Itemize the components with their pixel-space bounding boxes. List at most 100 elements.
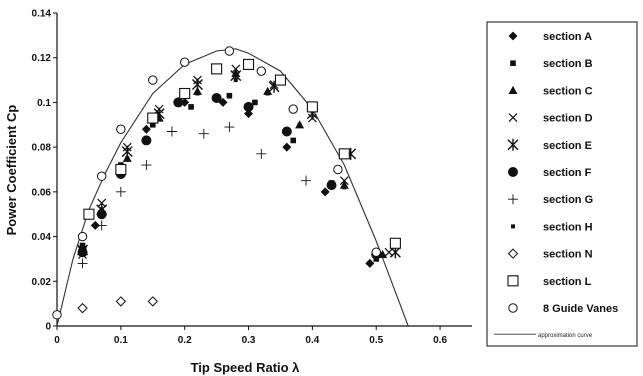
data-point: [233, 78, 238, 83]
data-point: [115, 186, 126, 197]
y-tick-label: 0.1: [37, 98, 51, 109]
data-point: [115, 163, 127, 176]
legend-marker: [507, 275, 519, 287]
data-point: [141, 135, 152, 146]
y-tick-label: 0.12: [32, 53, 52, 64]
data-point: [166, 126, 177, 137]
y-tick-label: 0.06: [32, 187, 52, 198]
data-point: [77, 258, 88, 269]
data-point: [149, 121, 156, 128]
data-point: [342, 185, 347, 190]
legend-marker: [508, 85, 518, 94]
data-point: [306, 101, 318, 113]
data-point: [90, 220, 100, 230]
data-point: [231, 64, 241, 74]
data-point: [211, 92, 222, 103]
legend-marker: [507, 248, 519, 259]
data-point: [173, 97, 184, 108]
data-point: [282, 142, 292, 152]
data-point: [301, 175, 311, 186]
data-point: [141, 124, 151, 134]
data-point: [192, 86, 202, 95]
x-tick-group: 0 0.1 0.2 0.3 0.4 0.5 0.6: [54, 326, 447, 346]
data-point: [339, 180, 349, 189]
data-point: [179, 57, 190, 67]
data-point: [242, 58, 255, 70]
x-tick-label: 0.1: [114, 335, 128, 346]
y-tick-label: 0: [45, 322, 51, 333]
data-point: [80, 245, 85, 250]
data-point: [83, 208, 95, 220]
data-point: [297, 122, 302, 127]
data-point: [195, 91, 200, 96]
y-tick-label: 0.14: [32, 9, 52, 20]
data-point: [281, 126, 292, 137]
data-point: [188, 104, 194, 110]
data-point: [147, 296, 158, 307]
data-point: [52, 310, 62, 320]
data-point: [116, 124, 126, 134]
data-point: [96, 220, 107, 231]
data-point: [157, 116, 162, 121]
data-point: [77, 247, 88, 258]
data-point: [365, 258, 375, 268]
legend-marker: [508, 31, 518, 41]
data-point: [77, 302, 88, 314]
data-point: [115, 296, 127, 307]
legend-marker: [510, 60, 516, 66]
data-point: [265, 91, 270, 96]
data-points: [52, 46, 401, 320]
legend-marker: [508, 303, 518, 313]
data-point: [121, 145, 133, 158]
data-point: [99, 212, 104, 217]
data-point: [274, 74, 287, 86]
data-point: [243, 101, 254, 112]
data-point: [211, 63, 223, 75]
legend-marker: [511, 224, 515, 229]
legend-label: section B: [543, 58, 593, 70]
legend-box: [486, 21, 638, 347]
x-tick-label: 0.5: [369, 335, 383, 346]
data-point: [191, 78, 203, 91]
y-tick-group: 0 0.02 0.04 0.06 0.08 0.1 0.12 0.14: [32, 9, 57, 333]
x-tick-label: 0.6: [433, 335, 447, 346]
x-axis-title: Tip Speed Ratio λ: [191, 360, 301, 375]
data-point: [256, 66, 267, 76]
legend-label: section N: [543, 249, 593, 261]
legend-marker: [508, 194, 518, 205]
y-axis-title: Power Coefficient Cp: [4, 105, 19, 236]
x-tick-label: 0.2: [178, 335, 192, 346]
data-point: [148, 75, 158, 85]
legend-label: section G: [543, 194, 593, 206]
legend-label: section E: [543, 140, 592, 152]
data-point: [147, 112, 159, 124]
legend-marker: [508, 113, 518, 123]
data-point: [339, 176, 349, 186]
data-point: [198, 128, 209, 139]
data-point: [290, 137, 297, 144]
data-point: [320, 187, 330, 197]
data-point: [333, 164, 343, 175]
data-point: [97, 198, 107, 208]
y-tick-label: 0.04: [32, 232, 52, 243]
legend-label: section L: [543, 276, 592, 288]
legend-label: section D: [543, 113, 593, 125]
legend-label: section A: [543, 31, 592, 43]
data-point: [384, 247, 394, 257]
x-tick-label: 0: [54, 335, 60, 346]
legend-label: approximation curve: [538, 333, 593, 339]
data-point: [288, 104, 298, 114]
data-point: [371, 247, 381, 257]
data-point: [96, 171, 107, 181]
legend-marker: [507, 138, 519, 151]
y-tick-label: 0.08: [32, 143, 52, 154]
data-point: [326, 180, 337, 191]
data-point: [77, 231, 88, 242]
data-point: [389, 237, 401, 249]
approximation-curve-line: [56, 48, 409, 327]
plot-frame: [56, 13, 472, 327]
data-point: [141, 160, 152, 171]
legend-label: section C: [543, 85, 593, 97]
x-tick-label: 0.3: [242, 335, 256, 346]
